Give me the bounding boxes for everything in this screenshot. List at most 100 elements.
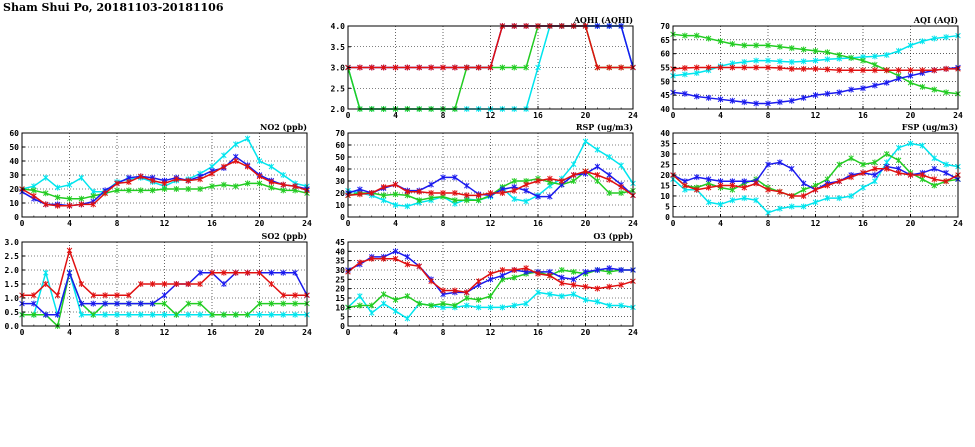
- data-point: [812, 47, 819, 54]
- data-point: [161, 311, 168, 318]
- data-point: [582, 268, 589, 275]
- data-point: [392, 202, 399, 208]
- data-point: [860, 67, 866, 74]
- chart-aqhi: AQHI (AQHI) 0 4 8 12 16 20 24 2.0 2.5 3.0 3.5 4.0: [331, 15, 638, 120]
- data-point: [173, 281, 180, 287]
- data-point: [499, 272, 506, 279]
- data-point: [428, 181, 434, 188]
- data-point: [380, 255, 387, 262]
- data-point: [729, 40, 736, 47]
- data-point: [883, 67, 890, 74]
- data-point: [812, 65, 819, 72]
- data-point: [149, 187, 156, 194]
- data-point: [404, 315, 411, 322]
- data-point: [54, 311, 61, 318]
- data-point: [547, 272, 553, 279]
- data-point: [487, 304, 494, 311]
- y-tick-label: 35: [660, 140, 670, 149]
- data-point: [788, 45, 795, 52]
- x-tick-label: 12: [486, 111, 496, 120]
- data-point: [368, 190, 375, 196]
- data-point: [765, 100, 771, 107]
- data-point: [428, 190, 434, 196]
- x-tick-label: 12: [811, 111, 821, 120]
- data-point: [452, 190, 458, 196]
- data-point: [102, 190, 108, 197]
- data-point: [860, 169, 866, 176]
- data-point: [594, 172, 601, 178]
- data-point: [232, 269, 239, 276]
- data-point: [463, 64, 470, 71]
- y-tick-label: 0: [340, 322, 345, 331]
- x-tick-label: 16: [858, 219, 868, 228]
- y-tick-label: 35: [335, 257, 345, 266]
- data-point: [836, 195, 843, 202]
- data-point: [452, 287, 458, 294]
- data-point: [357, 293, 363, 300]
- data-point: [883, 151, 890, 157]
- data-point: [256, 180, 263, 187]
- x-tick-label: 24: [628, 219, 638, 228]
- data-point: [931, 67, 938, 74]
- y-tick-label: 3.5: [331, 43, 346, 52]
- data-point: [42, 174, 49, 181]
- data-point: [499, 190, 506, 196]
- x-tick-label: 4: [67, 328, 72, 337]
- data-point: [487, 293, 494, 300]
- data-point: [618, 184, 624, 190]
- y-tick-label: 0.5: [5, 308, 20, 317]
- data-point: [907, 72, 914, 79]
- y-tick-label: 40: [335, 165, 345, 174]
- data-point: [463, 182, 470, 189]
- data-point: [693, 70, 700, 77]
- data-point: [943, 65, 949, 72]
- data-point: [368, 255, 375, 262]
- data-point: [440, 287, 446, 294]
- data-point: [268, 300, 275, 307]
- data-point: [368, 64, 375, 71]
- data-point: [244, 311, 251, 318]
- data-point: [812, 57, 819, 64]
- data-point: [221, 281, 227, 287]
- x-tick-label: 4: [718, 219, 723, 228]
- data-point: [42, 311, 49, 318]
- data-point: [717, 201, 724, 208]
- data-point: [244, 180, 251, 187]
- data-point: [256, 173, 263, 180]
- data-point: [416, 188, 423, 195]
- x-tick-label: 12: [486, 328, 496, 337]
- data-point: [90, 193, 97, 199]
- y-tick-label: 10: [660, 192, 670, 201]
- data-point: [860, 57, 866, 64]
- x-tick-label: 20: [906, 219, 916, 228]
- data-point: [895, 75, 902, 82]
- data-point: [523, 64, 529, 71]
- y-tick-label: 45: [660, 91, 670, 100]
- data-point: [594, 178, 601, 184]
- data-point: [280, 181, 287, 188]
- data-point: [824, 56, 831, 63]
- data-point: [824, 66, 831, 73]
- data-point: [428, 302, 434, 309]
- data-point: [919, 67, 926, 74]
- x-tick-label: 0: [671, 219, 676, 228]
- data-point: [777, 159, 783, 166]
- y-tick-label: 25: [335, 275, 345, 284]
- data-point: [547, 175, 553, 182]
- data-point: [594, 64, 601, 71]
- data-point: [943, 178, 949, 185]
- data-point: [931, 86, 938, 93]
- data-point: [741, 58, 748, 65]
- x-tick-label: 20: [581, 219, 591, 228]
- data-point: [594, 146, 601, 153]
- data-point: [380, 291, 387, 298]
- data-point: [582, 283, 589, 290]
- data-point: [860, 184, 866, 191]
- chart-title: SO2 (ppb): [262, 231, 308, 241]
- data-point: [848, 54, 854, 61]
- y-tick-label: 0.0: [5, 322, 20, 331]
- y-tick-label: 5: [665, 203, 670, 212]
- x-tick-label: 12: [160, 328, 170, 337]
